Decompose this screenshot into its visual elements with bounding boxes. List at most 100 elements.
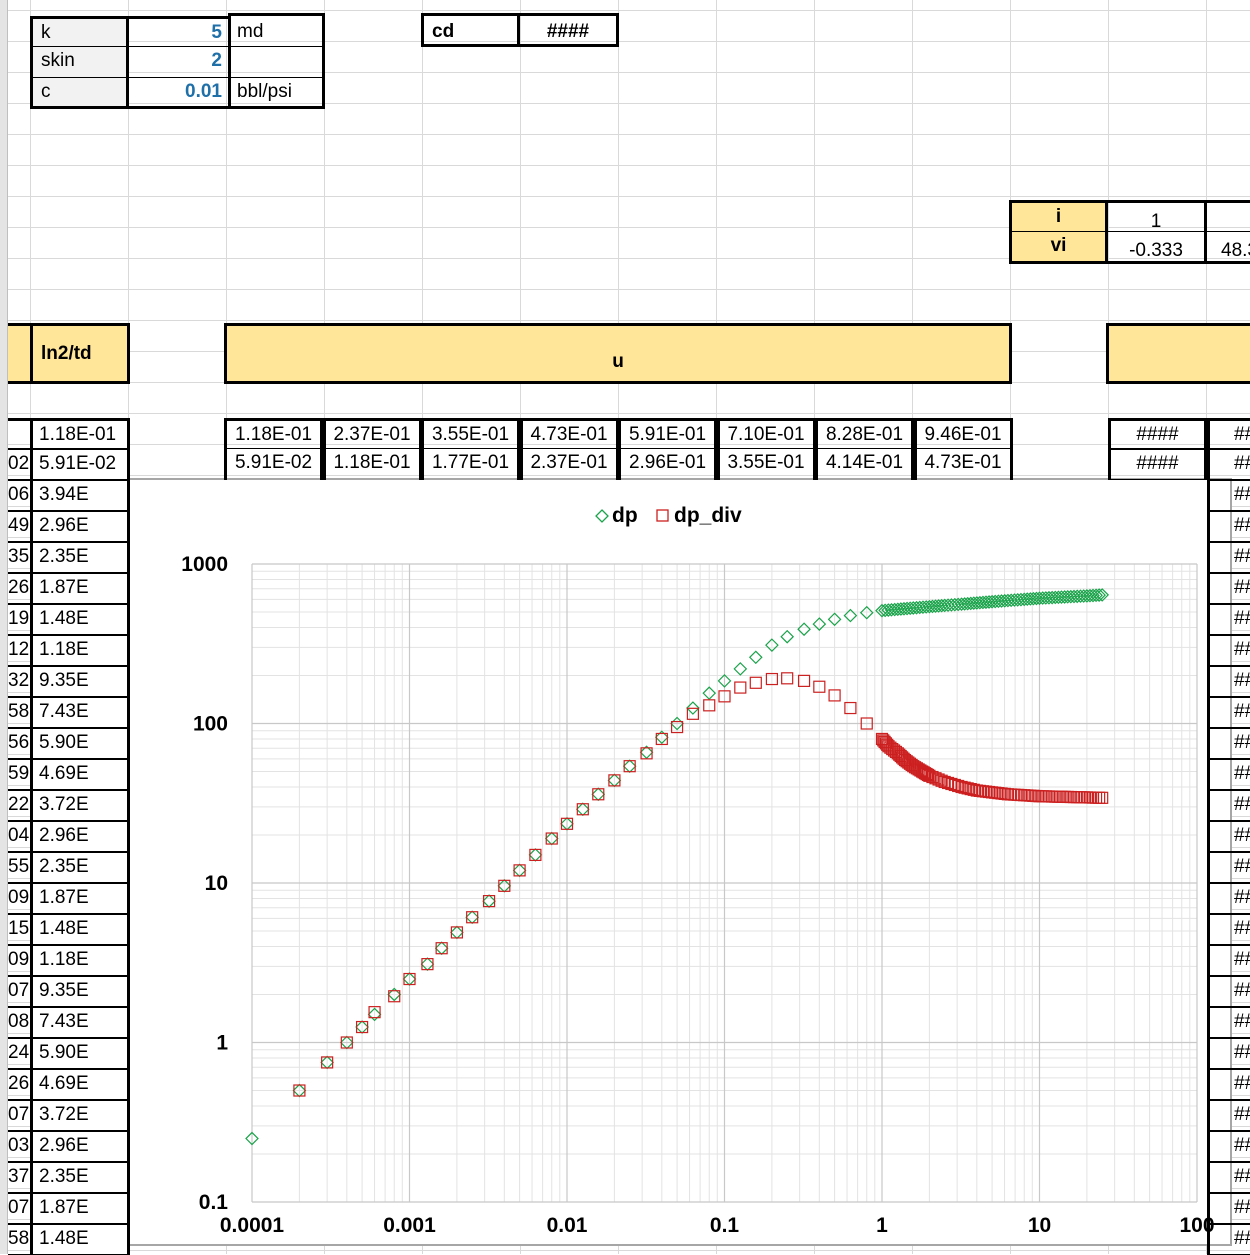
right-partial-cell[interactable]: ##	[1207, 604, 1250, 635]
left-partial-cell[interactable]: 35	[8, 542, 30, 573]
right-partial-cell[interactable]: ##	[1207, 511, 1250, 542]
left-partial-cell[interactable]: 58	[8, 1224, 30, 1255]
right-partial-cell[interactable]: ##	[1207, 418, 1250, 449]
param-k-unit[interactable]: md	[228, 13, 325, 47]
left-partial-cell[interactable]: 37	[8, 1162, 30, 1193]
u-cell[interactable]: 1.18E-01	[322, 449, 422, 480]
right-partial-cell[interactable]: ##	[1207, 480, 1250, 511]
right-partial-cell[interactable]: ##	[1207, 1069, 1250, 1100]
param-k-label[interactable]: k	[30, 16, 129, 47]
ln2td-cell[interactable]: 1.18E	[30, 945, 130, 976]
ln2td-cell[interactable]: 7.43E	[30, 697, 130, 728]
right-partial-cell[interactable]: ##	[1207, 1193, 1250, 1224]
header-left-partial[interactable]	[8, 323, 30, 384]
left-partial-cell[interactable]: 26	[8, 573, 30, 604]
u-cell[interactable]: 1.77E-01	[421, 449, 520, 480]
right-partial-cell[interactable]: ##	[1207, 449, 1250, 480]
header-u[interactable]: u	[224, 323, 1012, 384]
ln2td-cell[interactable]: 3.72E	[30, 1100, 130, 1131]
cd-label[interactable]: cd	[421, 13, 520, 47]
vi-value[interactable]: -0.333	[1108, 232, 1207, 264]
ln2td-cell[interactable]: 2.96E	[30, 1131, 130, 1162]
left-partial-cell[interactable]: 12	[8, 635, 30, 666]
u-cell[interactable]: 2.37E-01	[322, 418, 422, 449]
u-cell[interactable]: 2.96E-01	[618, 449, 717, 480]
right-partial-cell[interactable]: ##	[1207, 976, 1250, 1007]
ln2td-cell[interactable]: 2.35E	[30, 542, 130, 573]
vi-label[interactable]: vi	[1009, 232, 1108, 264]
right-partial-cell[interactable]: ##	[1207, 573, 1250, 604]
left-partial-cell[interactable]: 55	[8, 852, 30, 883]
ln2td-cell[interactable]: 3.72E	[30, 790, 130, 821]
right-partial-cell[interactable]: ##	[1207, 1007, 1250, 1038]
ln2td-cell[interactable]: 2.96E	[30, 511, 130, 542]
left-partial-cell[interactable]: 56	[8, 728, 30, 759]
left-partial-cell[interactable]: 07	[8, 1193, 30, 1224]
i-value[interactable]: 1	[1108, 200, 1207, 232]
param-c-value[interactable]: 0.01	[129, 78, 228, 109]
left-partial-cell[interactable]: 04	[8, 821, 30, 852]
ln2td-cell[interactable]: 9.35E	[30, 976, 130, 1007]
left-partial-cell[interactable]: 26	[8, 1069, 30, 1100]
param-k-value[interactable]: 5	[129, 16, 228, 47]
u-cell[interactable]: 3.55E-01	[716, 449, 816, 480]
right-partial-cell[interactable]: ##	[1207, 728, 1250, 759]
right-partial-cell[interactable]: ##	[1207, 852, 1250, 883]
i-next[interactable]	[1207, 200, 1250, 232]
ln2td-cell[interactable]: 1.48E	[30, 604, 130, 635]
ln2td-cell[interactable]: 4.69E	[30, 1069, 130, 1100]
u-cell[interactable]: 1.18E-01	[224, 418, 323, 449]
vi-next[interactable]: 48.3	[1207, 232, 1250, 264]
right-partial-cell[interactable]: ##	[1207, 697, 1250, 728]
u-cell[interactable]: 9.46E-01	[913, 418, 1013, 449]
left-partial-cell[interactable]: 19	[8, 604, 30, 635]
right-partial-cell[interactable]: ##	[1207, 759, 1250, 790]
right-partial-cell[interactable]: ##	[1207, 1131, 1250, 1162]
left-partial-cell[interactable]: 09	[8, 945, 30, 976]
right-partial-cell[interactable]: ##	[1207, 821, 1250, 852]
ln2td-cell[interactable]: 1.87E	[30, 883, 130, 914]
left-partial-cell[interactable]: 02	[8, 449, 30, 480]
u-cell[interactable]: 5.91E-02	[224, 449, 323, 480]
right-hash-cell[interactable]: ####	[1108, 449, 1207, 480]
left-partial-cell[interactable]: 59	[8, 759, 30, 790]
right-partial-cell[interactable]: ##	[1207, 635, 1250, 666]
left-partial-cell[interactable]: 15	[8, 914, 30, 945]
left-partial-cell[interactable]: 08	[8, 1007, 30, 1038]
ln2td-cell[interactable]: 1.18E	[30, 635, 130, 666]
right-partial-cell[interactable]: ##	[1207, 1224, 1250, 1255]
u-cell[interactable]: 4.14E-01	[815, 449, 914, 480]
right-partial-cell[interactable]: ##	[1207, 1038, 1250, 1069]
param-skin-value[interactable]: 2	[129, 47, 228, 78]
header-right[interactable]	[1106, 323, 1250, 384]
ln2td-cell[interactable]: 1.18E-01	[30, 418, 130, 449]
ln2td-cell[interactable]: 5.90E	[30, 728, 130, 759]
left-partial-cell[interactable]: 07	[8, 1100, 30, 1131]
left-partial-cell[interactable]: 58	[8, 697, 30, 728]
u-cell[interactable]: 4.73E-01	[519, 418, 619, 449]
right-partial-cell[interactable]: ##	[1207, 945, 1250, 976]
left-partial-cell[interactable]: 32	[8, 666, 30, 697]
ln2td-cell[interactable]: 4.69E	[30, 759, 130, 790]
right-hash-cell[interactable]: ####	[1108, 418, 1207, 449]
u-cell[interactable]: 7.10E-01	[716, 418, 816, 449]
ln2td-cell[interactable]: 1.87E	[30, 1193, 130, 1224]
ln2td-cell[interactable]: 5.91E-02	[30, 449, 130, 480]
left-partial-cell[interactable]: 49	[8, 511, 30, 542]
u-cell[interactable]: 4.73E-01	[913, 449, 1013, 480]
ln2td-cell[interactable]: 2.96E	[30, 821, 130, 852]
left-partial-cell[interactable]	[8, 418, 30, 449]
right-partial-cell[interactable]: ##	[1207, 666, 1250, 697]
ln2td-cell[interactable]: 1.48E	[30, 914, 130, 945]
right-partial-cell[interactable]: ##	[1207, 542, 1250, 573]
ln2td-cell[interactable]: 1.48E	[30, 1224, 130, 1255]
ln2td-cell[interactable]: 9.35E	[30, 666, 130, 697]
right-partial-cell[interactable]: ##	[1207, 914, 1250, 945]
ln2td-cell[interactable]: 3.94E	[30, 480, 130, 511]
ln2td-cell[interactable]: 2.35E	[30, 852, 130, 883]
i-label[interactable]: i	[1009, 200, 1108, 232]
param-c-label[interactable]: c	[30, 78, 129, 109]
left-partial-cell[interactable]: 09	[8, 883, 30, 914]
cd-value[interactable]: ####	[520, 13, 619, 47]
left-partial-cell[interactable]: 22	[8, 790, 30, 821]
